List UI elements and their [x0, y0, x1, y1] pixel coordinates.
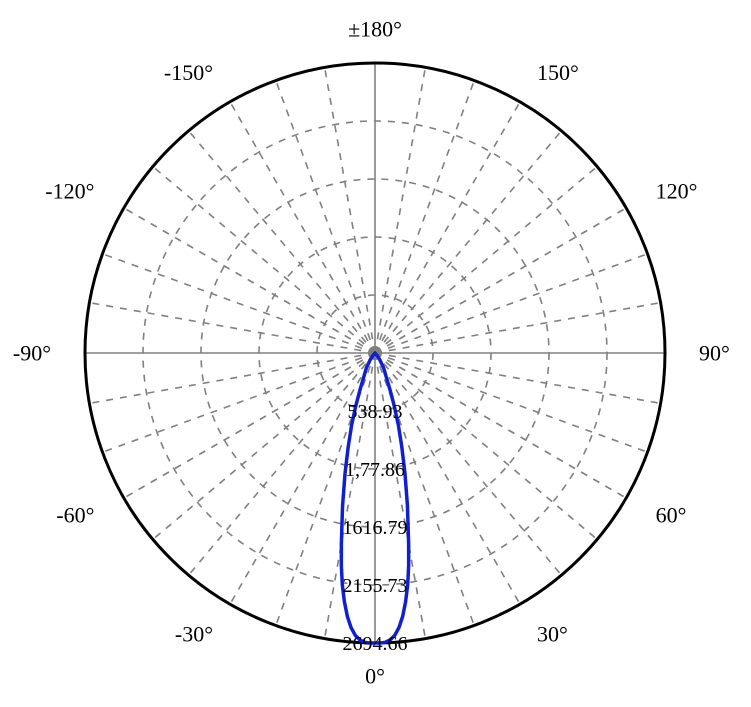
angle-label: 0°	[365, 664, 385, 689]
angle-label: -90°	[13, 341, 51, 366]
radial-tick-label: 1,77.86	[345, 459, 405, 481]
radial-tick-label: 2155.73	[343, 575, 408, 597]
angle-label: -60°	[56, 503, 94, 528]
angle-label: 60°	[656, 503, 687, 528]
radial-tick-label: 1616.79	[343, 517, 408, 539]
angle-label: -120°	[45, 179, 94, 204]
angle-label: ±180°	[348, 17, 402, 42]
radial-tick-label: 538.93	[348, 401, 403, 423]
polar-chart: 0° 30° 60° 90° 120° 150° ±180° -150° -120° -90° -6…	[0, 0, 751, 707]
angle-label: 120°	[656, 179, 698, 204]
radial-tick-label: 2694.66	[343, 633, 408, 655]
angle-label: 150°	[537, 60, 579, 85]
angle-label: -30°	[175, 621, 213, 646]
angle-label: 90°	[699, 341, 730, 366]
angle-label: 30°	[537, 621, 568, 646]
angle-label: -150°	[164, 60, 213, 85]
